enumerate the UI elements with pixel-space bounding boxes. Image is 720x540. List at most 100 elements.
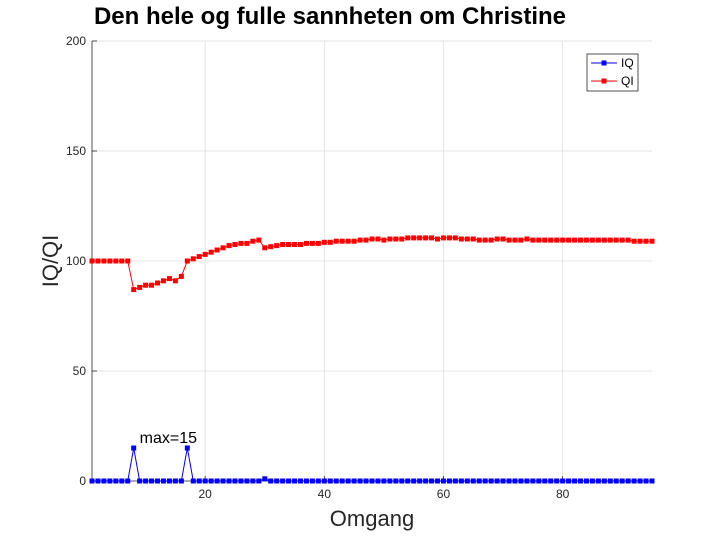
legend-qi-marker: [601, 78, 607, 84]
series-iq: [89, 445, 655, 484]
series-qi-point: [190, 256, 196, 262]
series-iq-point: [476, 478, 482, 484]
series-iq-point: [137, 478, 143, 484]
series-iq-point: [458, 478, 464, 484]
series-iq-point: [583, 478, 589, 484]
series-qi-point: [554, 237, 560, 243]
series-iq-point: [190, 478, 196, 484]
series-qi-point: [327, 239, 333, 245]
series-qi-point: [488, 237, 494, 243]
series-iq-point: [107, 478, 113, 484]
series-qi-point: [512, 237, 518, 243]
series-qi-point: [643, 238, 649, 244]
series-qi-point: [321, 239, 327, 245]
series-qi-point: [435, 236, 441, 242]
series-iq-point: [184, 445, 190, 451]
max-annotation: max=15: [140, 430, 197, 447]
series-qi-point: [89, 258, 95, 264]
series-iq-point: [494, 478, 500, 484]
series-iq-point: [589, 478, 595, 484]
x-tick-label: 80: [556, 487, 570, 501]
series-iq-point: [524, 478, 530, 484]
legend-iq-label: IQ: [621, 56, 634, 70]
series-qi-point: [595, 237, 601, 243]
series-iq-point: [232, 478, 238, 484]
series-iq-point: [256, 478, 262, 484]
series-qi-point: [536, 237, 542, 243]
series-iq-point: [292, 478, 298, 484]
series-qi-point: [572, 237, 578, 243]
series-qi-point: [399, 236, 405, 242]
series-qi: [89, 235, 655, 293]
series-qi-point: [244, 240, 250, 246]
series-qi-point: [292, 242, 298, 247]
x-tick-label: 60: [437, 487, 451, 501]
series-iq-point: [363, 478, 369, 484]
series-qi-point: [238, 240, 244, 246]
series-iq-point: [399, 478, 405, 484]
series-qi-point: [95, 258, 101, 264]
series-qi-point: [578, 237, 584, 243]
series-iq-point: [101, 478, 107, 484]
series-qi-point: [274, 243, 280, 249]
series-qi-point: [315, 240, 321, 246]
series-iq-point: [339, 478, 345, 484]
series-qi-point: [172, 278, 178, 284]
series-iq-point: [345, 478, 351, 484]
series-iq-point: [607, 478, 613, 484]
series-iq-point: [464, 478, 470, 484]
series-qi-point: [589, 237, 595, 243]
series-layer: [89, 235, 655, 484]
series-qi-point: [458, 236, 464, 242]
series-iq-point: [315, 478, 321, 484]
series-qi-point: [393, 236, 399, 242]
series-qi-point: [143, 282, 149, 288]
series-qi-point: [220, 245, 226, 251]
series-qi-point: [583, 237, 589, 243]
series-qi-point: [631, 238, 637, 244]
series-iq-point: [89, 478, 95, 484]
series-iq-point: [435, 478, 441, 484]
series-qi-point: [166, 276, 172, 282]
series-iq-point: [351, 478, 357, 484]
series-iq-point: [214, 478, 220, 484]
series-iq-point: [196, 478, 202, 484]
series-iq-point: [446, 478, 452, 484]
series-iq-point: [542, 478, 548, 484]
series-iq-point: [423, 478, 429, 484]
series-iq-point: [238, 478, 244, 484]
legend-iq-marker: [601, 60, 607, 66]
series-iq-point: [440, 478, 446, 484]
series-iq-point: [631, 478, 637, 484]
y-tick-label: 150: [66, 144, 86, 158]
series-qi-point: [208, 249, 214, 255]
series-iq-point: [166, 478, 172, 484]
series-qi-point: [637, 238, 643, 244]
series-iq-point: [578, 478, 584, 484]
series-iq-point: [286, 478, 292, 484]
series-qi-point: [417, 235, 423, 241]
series-qi-point: [125, 258, 131, 264]
series-qi-point: [178, 273, 184, 279]
series-iq-point: [393, 478, 399, 484]
x-tick-label: 40: [318, 487, 332, 501]
series-qi-point: [446, 235, 452, 241]
series-qi-point: [548, 237, 554, 243]
series-qi-point: [184, 258, 190, 264]
series-iq-point: [268, 478, 274, 484]
series-qi-point: [268, 244, 274, 250]
series-iq-point: [202, 478, 208, 484]
series-qi-point: [423, 235, 429, 241]
series-qi-point: [137, 284, 143, 290]
series-qi-point: [542, 237, 548, 243]
series-qi-point: [357, 237, 363, 243]
series-iq-point: [250, 478, 256, 484]
series-qi-point: [470, 236, 476, 242]
legend: IQ QI: [586, 53, 639, 92]
series-qi-point: [196, 254, 202, 260]
y-tick-label: 200: [66, 34, 86, 48]
series-iq-point: [178, 478, 184, 484]
series-qi-point: [250, 238, 256, 244]
series-qi-point: [339, 238, 345, 244]
series-qi-point: [560, 237, 566, 243]
